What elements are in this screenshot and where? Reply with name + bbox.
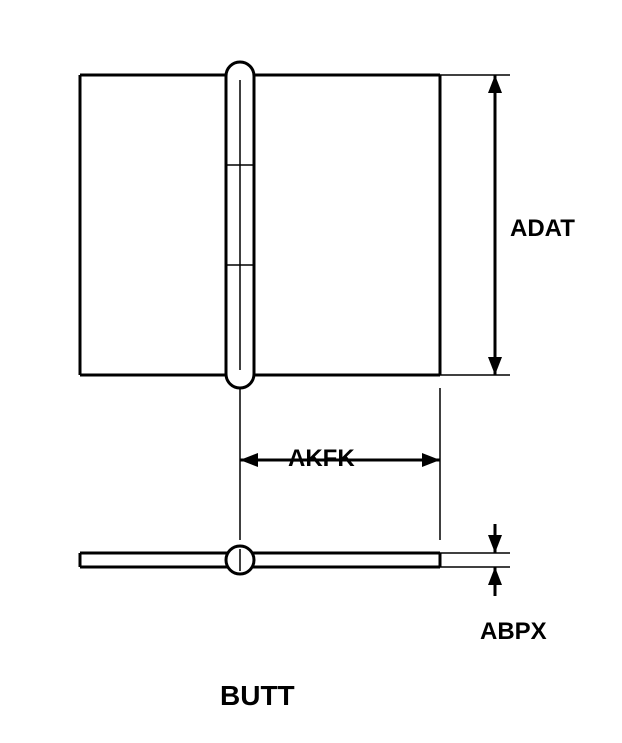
dim-label-abpx: ABPX bbox=[480, 618, 547, 646]
dim-label-adat: ADAT bbox=[510, 215, 575, 243]
dim-label-akfk: AKFK bbox=[288, 445, 355, 473]
diagram-title: BUTT bbox=[220, 680, 295, 712]
